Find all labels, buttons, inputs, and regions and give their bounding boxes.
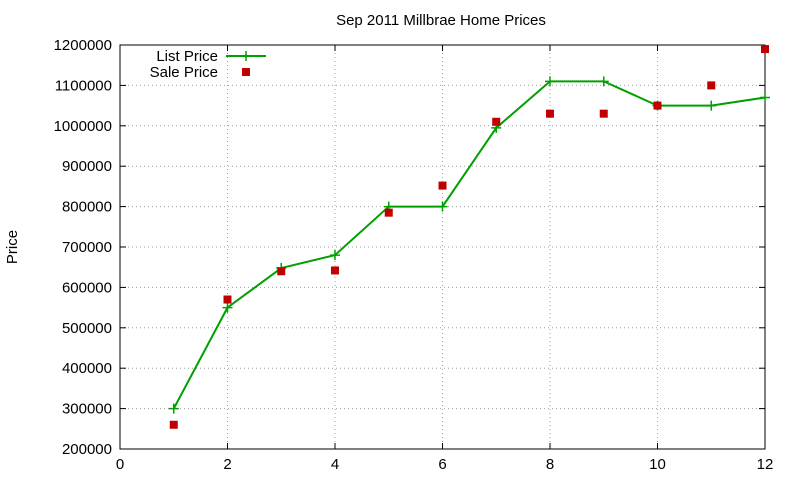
sale-price-point-9 bbox=[653, 101, 662, 110]
series bbox=[168, 45, 770, 429]
legend: List Price Sale Price bbox=[150, 48, 266, 81]
list-price-point-3 bbox=[330, 250, 340, 261]
y-axis-label: Price bbox=[4, 230, 21, 264]
y-tick-label-2: 400000 bbox=[62, 360, 112, 377]
sale-price-point-0 bbox=[169, 420, 178, 429]
sale-price-point-11 bbox=[761, 45, 769, 54]
y-tick-label-4: 600000 bbox=[62, 279, 112, 296]
list-price-point-11 bbox=[760, 92, 770, 103]
sale-price-point-6 bbox=[492, 117, 501, 126]
y-tick-label-9: 1100000 bbox=[55, 77, 112, 94]
y-tick-label-3: 500000 bbox=[62, 320, 112, 337]
x-tick-label-3: 6 bbox=[438, 456, 446, 473]
list-price-line bbox=[172, 80, 766, 410]
y-tick-label-7: 900000 bbox=[62, 158, 112, 175]
list-price-point-10 bbox=[706, 100, 717, 111]
grid bbox=[120, 45, 765, 449]
list-price-point-1 bbox=[222, 302, 233, 313]
x-tick-label-4: 8 bbox=[546, 456, 554, 473]
sale-price-point-2 bbox=[277, 267, 286, 276]
list-price-point-0 bbox=[168, 403, 179, 414]
x-tick-label-0: 0 bbox=[116, 456, 124, 473]
x-tick-label-6: 12 bbox=[757, 456, 774, 473]
sale-price-point-7 bbox=[546, 109, 554, 118]
legend-label-list-price: List Price bbox=[156, 48, 218, 65]
sale-price-point-1 bbox=[223, 295, 232, 304]
list-price-point-5 bbox=[437, 201, 448, 212]
sale-price-point-5 bbox=[438, 181, 447, 190]
legend-marker-list-price bbox=[241, 51, 251, 61]
y-tick-label-6: 800000 bbox=[62, 199, 112, 216]
x-tick-label-5: 10 bbox=[649, 456, 666, 473]
plot-frame bbox=[119, 44, 766, 450]
legend-label-sale-price: Sale Price bbox=[150, 64, 218, 81]
y-tick-label-5: 700000 bbox=[62, 239, 112, 256]
y-tick-label-10: 1200000 bbox=[54, 37, 112, 54]
sale-price-point-4 bbox=[384, 208, 393, 217]
list-price-point-8 bbox=[598, 76, 609, 87]
list-price-point-7 bbox=[545, 76, 555, 87]
y-tick-label-1: 300000 bbox=[62, 401, 112, 418]
ticks: 200000 300000 400000 500000 600000 700000 8000… bbox=[54, 37, 774, 473]
legend-swatch-sale-price bbox=[242, 68, 250, 76]
chart-title: Sep 2011 Millbrae Home Prices bbox=[336, 12, 546, 29]
x-tick-label-2: 4 bbox=[331, 456, 339, 473]
y-tick-label-8: 1000000 bbox=[54, 118, 112, 135]
y-tick-label-0: 200000 bbox=[62, 441, 112, 458]
sale-price-point-3 bbox=[331, 266, 339, 275]
sale-price-point-8 bbox=[599, 109, 608, 118]
x-tick-label-1: 2 bbox=[223, 456, 231, 473]
sale-price-point-10 bbox=[707, 81, 716, 90]
